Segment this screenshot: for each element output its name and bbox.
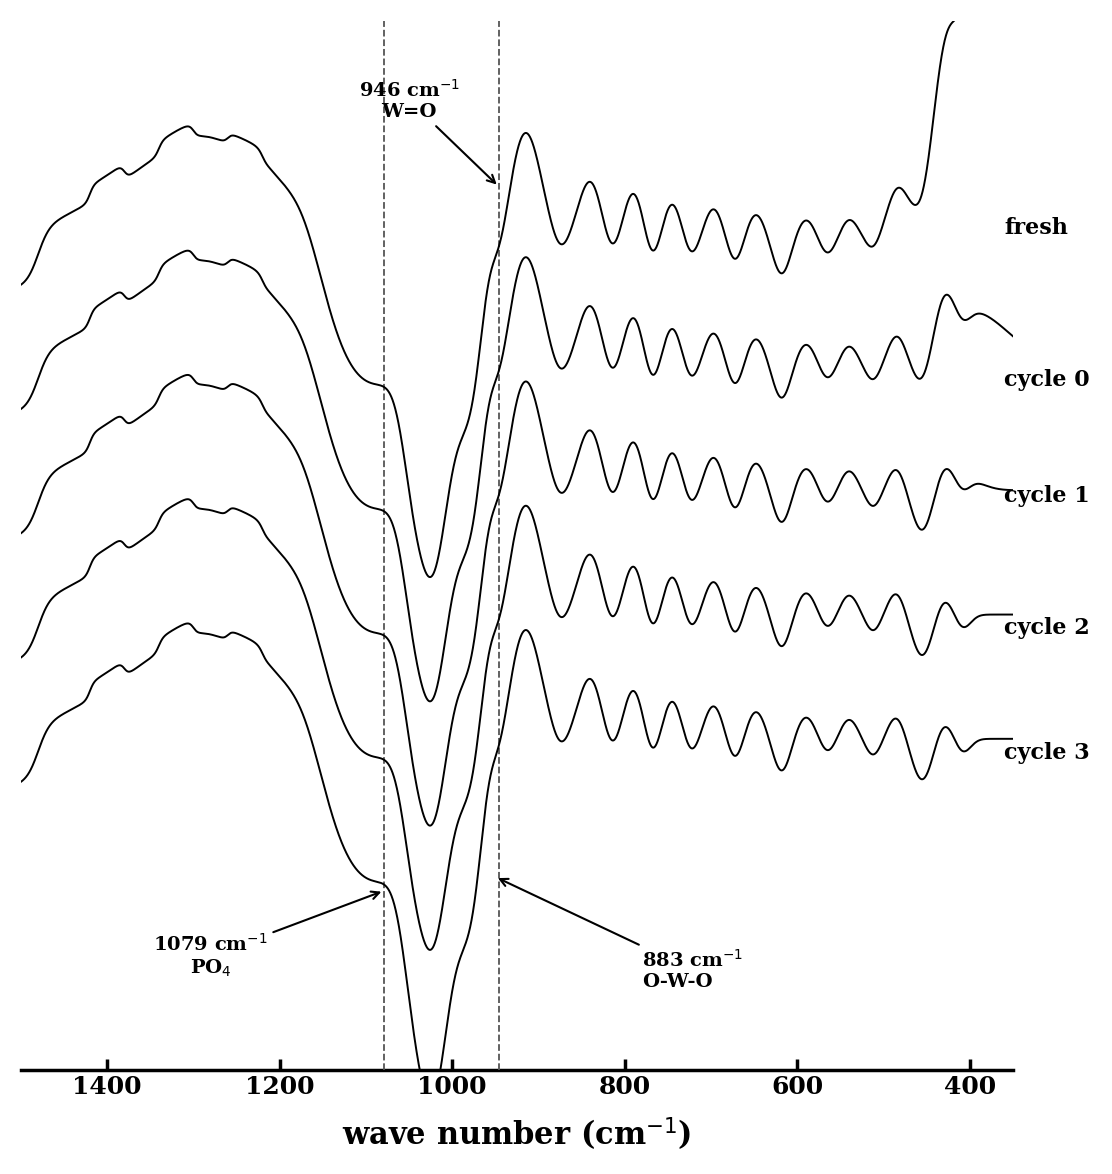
Text: 1079 cm$^{-1}$
PO$_4$: 1079 cm$^{-1}$ PO$_4$ xyxy=(153,891,379,979)
Text: cycle 0: cycle 0 xyxy=(1004,369,1090,391)
X-axis label: wave number (cm$^{-1}$): wave number (cm$^{-1}$) xyxy=(342,1115,692,1153)
Text: fresh: fresh xyxy=(1004,217,1069,239)
Text: 883 cm$^{-1}$
O-W-O: 883 cm$^{-1}$ O-W-O xyxy=(500,879,743,991)
Text: cycle 1: cycle 1 xyxy=(1004,485,1090,507)
Text: 946 cm$^{-1}$
W=O: 946 cm$^{-1}$ W=O xyxy=(358,79,495,183)
Text: cycle 3: cycle 3 xyxy=(1004,742,1090,763)
Text: cycle 2: cycle 2 xyxy=(1004,618,1090,640)
